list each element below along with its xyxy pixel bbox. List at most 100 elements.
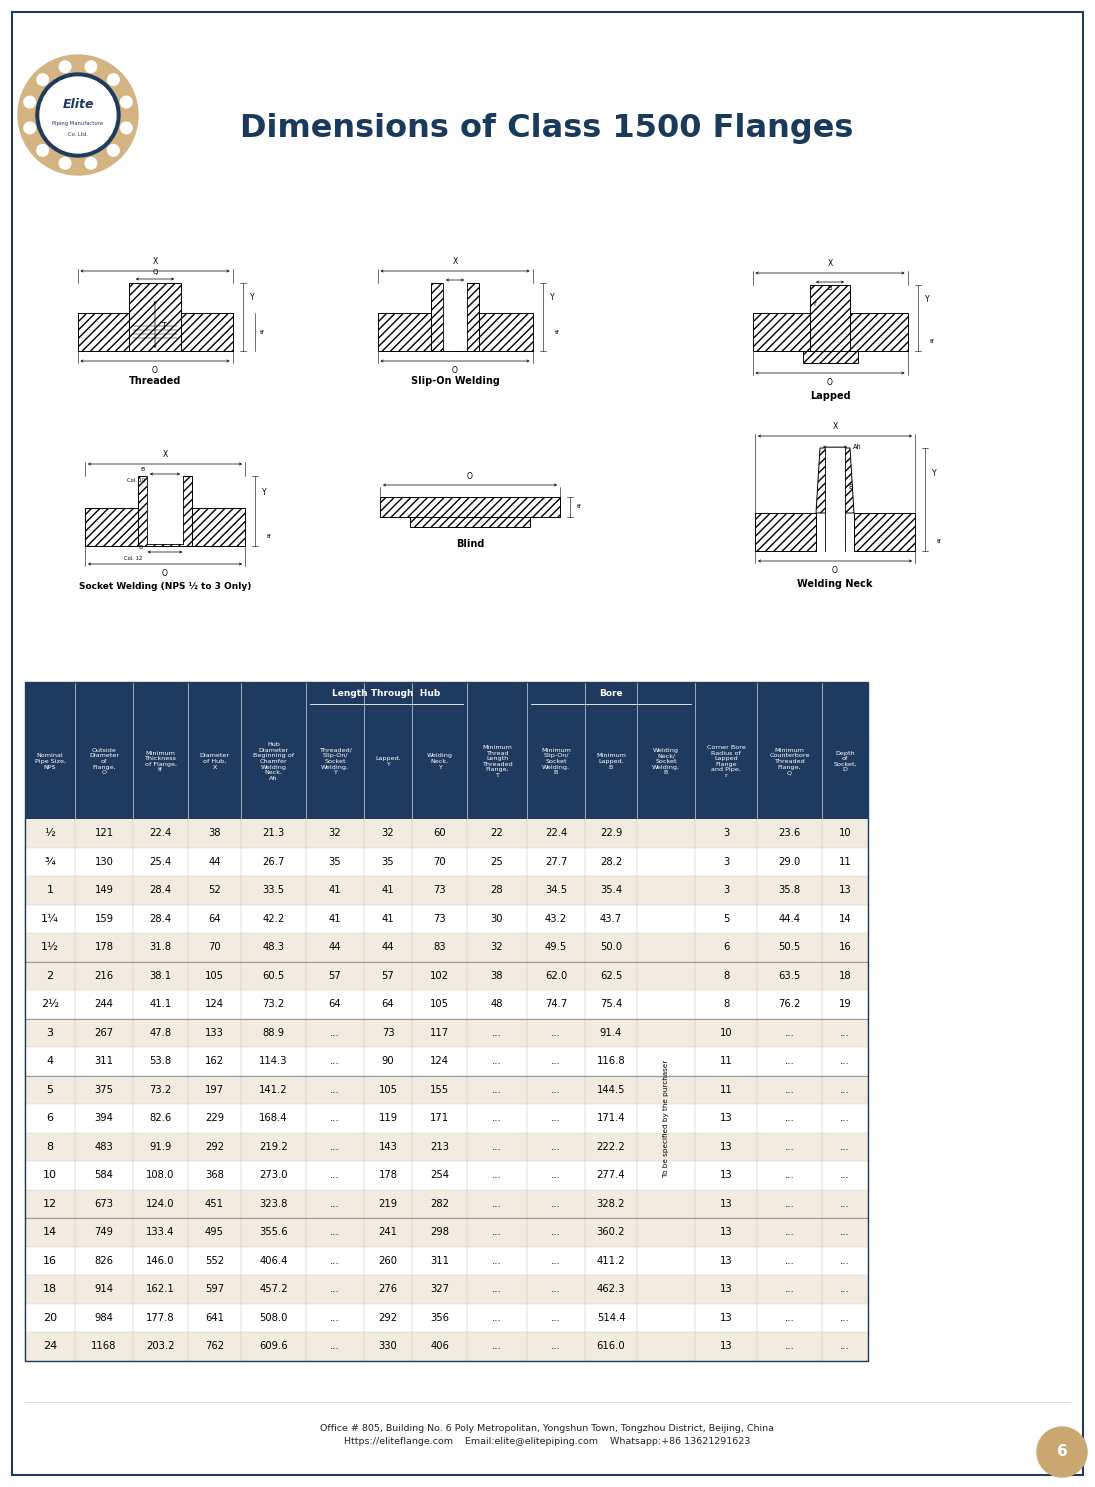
- Text: ...: ...: [492, 1084, 502, 1094]
- Circle shape: [24, 97, 35, 109]
- Text: ...: ...: [840, 1199, 850, 1209]
- Text: 3: 3: [723, 857, 729, 867]
- Text: 146.0: 146.0: [147, 1255, 175, 1265]
- Text: 64: 64: [382, 999, 394, 1010]
- Text: Depth
of
Socket,
D: Depth of Socket, D: [833, 751, 856, 772]
- Text: 375: 375: [94, 1084, 114, 1094]
- Text: ...: ...: [492, 1114, 502, 1123]
- Text: 19: 19: [839, 999, 852, 1010]
- Bar: [147, 476, 183, 544]
- Text: T: T: [162, 323, 166, 332]
- Text: 57: 57: [382, 971, 394, 981]
- Text: 451: 451: [205, 1199, 224, 1209]
- Text: tf: tf: [267, 534, 272, 538]
- Text: ...: ...: [785, 1199, 794, 1209]
- Text: 24: 24: [43, 1341, 57, 1352]
- Text: 105: 105: [430, 999, 449, 1010]
- Circle shape: [1037, 1428, 1087, 1477]
- Circle shape: [120, 97, 132, 109]
- Text: 552: 552: [205, 1255, 224, 1265]
- Text: 47.8: 47.8: [149, 1028, 172, 1038]
- Text: 368: 368: [205, 1170, 224, 1181]
- Text: tf: tf: [937, 538, 942, 544]
- Text: 75.4: 75.4: [600, 999, 622, 1010]
- Text: 11: 11: [719, 1056, 733, 1066]
- Bar: [85, 509, 138, 546]
- Text: ...: ...: [492, 1056, 502, 1066]
- Bar: [129, 283, 181, 351]
- Text: 203.2: 203.2: [147, 1341, 175, 1352]
- Text: 82.6: 82.6: [149, 1114, 172, 1123]
- Text: ...: ...: [785, 1170, 794, 1181]
- Text: ...: ...: [551, 1084, 561, 1094]
- Text: Hub
Diameter
Beginning of
Chamfer
Welding
Neck,
Ah: Hub Diameter Beginning of Chamfer Weldin…: [253, 742, 295, 781]
- Text: 260: 260: [379, 1255, 397, 1265]
- Text: Corner Bore
Radius of
Lapped
Flange
and Pipe,
r: Corner Bore Radius of Lapped Flange and …: [706, 745, 746, 778]
- Text: 41: 41: [382, 913, 394, 923]
- Text: 1½: 1½: [42, 943, 59, 952]
- Text: Ah: Ah: [853, 445, 862, 451]
- Text: 35: 35: [328, 857, 342, 867]
- Text: 105: 105: [205, 971, 224, 981]
- Text: 32: 32: [328, 828, 342, 839]
- Text: 609.6: 609.6: [260, 1341, 288, 1352]
- Text: Nominal
Pipe Size,
NPS: Nominal Pipe Size, NPS: [35, 754, 66, 770]
- Text: 328.2: 328.2: [597, 1199, 625, 1209]
- Bar: [181, 312, 232, 351]
- Text: 25: 25: [491, 857, 504, 867]
- Bar: [410, 517, 530, 526]
- Bar: [25, 683, 868, 819]
- Text: 35: 35: [382, 857, 394, 867]
- Bar: [138, 476, 192, 546]
- Bar: [192, 509, 245, 546]
- Text: 26.7: 26.7: [263, 857, 285, 867]
- Text: Minimum
Thickness
of Flange,
tf: Minimum Thickness of Flange, tf: [145, 751, 176, 772]
- Text: Y: Y: [924, 294, 930, 303]
- Text: 273.0: 273.0: [260, 1170, 288, 1181]
- Text: ...: ...: [492, 1227, 502, 1237]
- Text: 406.4: 406.4: [260, 1255, 288, 1265]
- Bar: [825, 448, 845, 552]
- Text: 2½: 2½: [41, 999, 59, 1010]
- Text: 64: 64: [208, 913, 221, 923]
- Text: 159: 159: [94, 913, 114, 923]
- Text: To be specified by the purchaser: To be specified by the purchaser: [662, 1060, 669, 1176]
- Text: X: X: [162, 451, 168, 459]
- Text: ...: ...: [785, 1142, 794, 1152]
- Text: 60.5: 60.5: [263, 971, 285, 981]
- Text: 28.4: 28.4: [149, 885, 172, 895]
- Text: 13: 13: [839, 885, 851, 895]
- Text: 28.2: 28.2: [600, 857, 622, 867]
- Bar: [25, 904, 868, 932]
- Circle shape: [107, 74, 119, 85]
- Text: O: O: [162, 570, 168, 578]
- Text: 38.1: 38.1: [149, 971, 172, 981]
- Text: 108.0: 108.0: [147, 1170, 175, 1181]
- Bar: [25, 1304, 868, 1332]
- Text: X: X: [452, 257, 458, 266]
- Text: 13: 13: [719, 1170, 733, 1181]
- Text: 91.4: 91.4: [600, 1028, 622, 1038]
- Text: Co. Ltd.: Co. Ltd.: [68, 132, 88, 137]
- Text: 254: 254: [430, 1170, 449, 1181]
- Bar: [25, 1332, 868, 1361]
- Text: 73: 73: [434, 885, 446, 895]
- Text: ½: ½: [45, 828, 56, 839]
- Text: Y: Y: [550, 293, 554, 302]
- Text: ...: ...: [551, 1255, 561, 1265]
- Text: 4: 4: [46, 1056, 54, 1066]
- Text: 11: 11: [839, 857, 852, 867]
- Text: Blind: Blind: [456, 538, 484, 549]
- Text: 57: 57: [328, 971, 342, 981]
- Circle shape: [41, 77, 116, 153]
- Text: Threaded/
Slip-On/
Socket
Welding,
Y: Threaded/ Slip-On/ Socket Welding, Y: [319, 748, 351, 775]
- Text: 229: 229: [205, 1114, 224, 1123]
- Text: 53.8: 53.8: [149, 1056, 172, 1066]
- Text: 8: 8: [723, 971, 729, 981]
- Text: 23.6: 23.6: [779, 828, 800, 839]
- Text: 6: 6: [46, 1114, 54, 1123]
- Text: 91.9: 91.9: [149, 1142, 172, 1152]
- Text: Y: Y: [932, 470, 936, 479]
- Text: Piping Manufacture: Piping Manufacture: [53, 120, 104, 125]
- Text: 330: 330: [379, 1341, 397, 1352]
